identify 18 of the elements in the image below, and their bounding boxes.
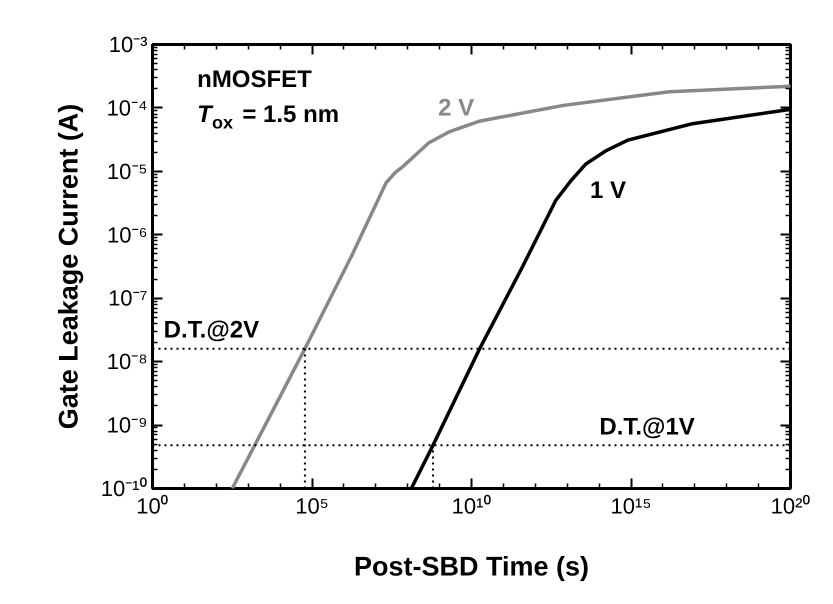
x-tick-label: 10¹⁰ xyxy=(452,494,492,518)
series-label: 1 V xyxy=(590,176,626,204)
y-axis-title: Gate Leakage Current (A) xyxy=(54,104,84,430)
series-label: 2 V xyxy=(438,94,474,122)
y-tick-label: 10⁻⁵ xyxy=(106,158,148,184)
x-tick-label: 10⁵ xyxy=(295,494,329,518)
x-axis-title: Post-SBD Time (s) xyxy=(354,552,590,582)
y-tick-label: 10⁻⁶ xyxy=(106,222,148,248)
x-tick-label: 10²⁰ xyxy=(770,494,810,518)
ref-line-label: D.T.@1V xyxy=(599,413,695,440)
x-tick-label: 10¹⁵ xyxy=(610,494,652,518)
y-tick-label: 10⁻⁹ xyxy=(106,412,148,438)
ref-line-label: D.T.@2V xyxy=(164,316,260,344)
y-tick-label: 10⁻⁷ xyxy=(108,286,148,311)
y-tick-label: 10⁻⁸ xyxy=(106,349,148,374)
y-tick-label: 10⁻⁴ xyxy=(106,95,148,120)
y-tick-label: 10⁻³ xyxy=(108,32,148,57)
annotation: nMOSFET xyxy=(197,66,312,93)
